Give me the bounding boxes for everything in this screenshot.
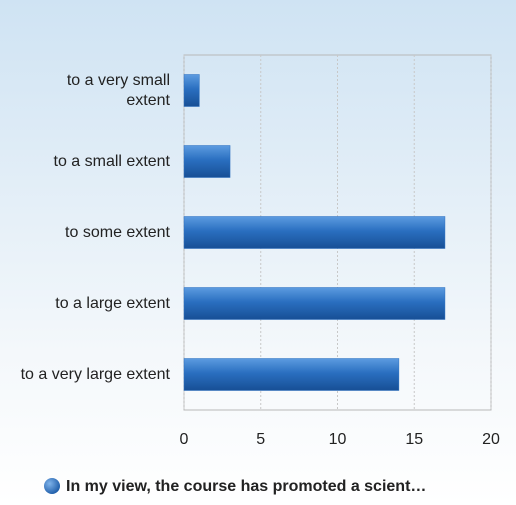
- y-tick-label: to a very small extent: [66, 71, 170, 109]
- bar: [183, 358, 400, 391]
- x-tick-label: 5: [256, 431, 265, 448]
- y-tick-label: to a very large extent: [20, 365, 170, 383]
- y-tick-label: to a large extent: [55, 294, 170, 312]
- x-tick-label: 0: [180, 431, 189, 448]
- category-labels: to a very small extent to a small extent t…: [20, 0, 170, 505]
- x-tick-label: 20: [482, 431, 500, 448]
- y-tick-label: to a small extent: [53, 152, 171, 170]
- x-tick-label: 10: [329, 431, 347, 448]
- legend-swatch: [44, 478, 60, 494]
- bar: [183, 145, 231, 178]
- legend-label: In my view, the course has promoted a sc…: [66, 478, 426, 495]
- x-tick-label: 15: [405, 431, 423, 448]
- bar: [183, 287, 446, 320]
- bar: [183, 74, 200, 107]
- y-tick-label: to some extent: [65, 223, 170, 241]
- bar: [183, 216, 446, 249]
